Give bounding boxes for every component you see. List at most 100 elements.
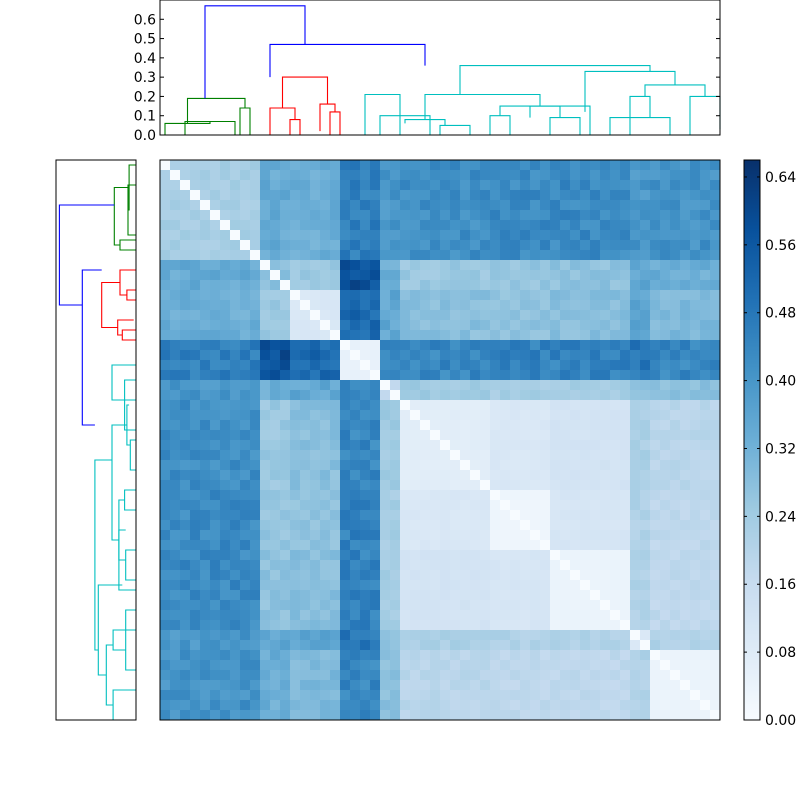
heatmap-cell xyxy=(170,430,181,441)
heatmap-cell xyxy=(310,430,321,441)
heatmap-cell xyxy=(460,540,471,551)
heatmap-cell xyxy=(280,480,291,491)
heatmap-cell xyxy=(350,250,361,261)
heatmap-cell xyxy=(370,290,381,301)
heatmap-cell xyxy=(550,550,561,561)
heatmap-cell xyxy=(290,450,301,461)
heatmap-cell xyxy=(440,240,451,251)
heatmap-cell xyxy=(710,310,721,321)
heatmap-cell xyxy=(310,310,321,321)
heatmap-cell xyxy=(310,450,321,461)
dendrogram-link xyxy=(119,239,136,251)
heatmap-cell xyxy=(490,400,501,411)
heatmap-cell xyxy=(200,520,211,531)
heatmap-cell xyxy=(690,480,701,491)
heatmap-cell xyxy=(200,560,211,571)
heatmap-cell xyxy=(410,300,421,311)
heatmap-cell xyxy=(470,520,481,531)
heatmap-cell xyxy=(250,170,261,181)
heatmap-cell xyxy=(670,540,681,551)
heatmap-cell xyxy=(370,170,381,181)
heatmap-cell xyxy=(650,200,661,211)
heatmap-cell xyxy=(200,580,211,591)
heatmap-cell xyxy=(220,290,231,301)
heatmap-cell xyxy=(270,320,281,331)
heatmap-cell xyxy=(320,500,331,511)
heatmap-cell xyxy=(190,430,201,441)
heatmap-cell xyxy=(250,660,261,671)
heatmap-cell xyxy=(200,510,211,521)
heatmap-cell xyxy=(700,550,711,561)
heatmap-cell xyxy=(200,470,211,481)
heatmap-cell xyxy=(580,430,591,441)
heatmap-cell xyxy=(290,340,301,351)
heatmap-cell xyxy=(530,480,541,491)
heatmap-cell xyxy=(640,250,651,261)
heatmap-cell xyxy=(670,290,681,301)
heatmap-cell xyxy=(490,340,501,351)
heatmap-cell xyxy=(330,540,341,551)
heatmap-cell xyxy=(350,500,361,511)
heatmap-cell xyxy=(620,290,631,301)
heatmap-cell xyxy=(310,180,321,191)
heatmap-cell xyxy=(700,200,711,211)
heatmap-cell xyxy=(260,270,271,281)
heatmap-cell xyxy=(360,540,371,551)
heatmap-cell xyxy=(160,370,171,381)
heatmap-cell xyxy=(540,220,551,231)
heatmap-cell xyxy=(680,590,691,601)
heatmap-cell xyxy=(560,210,571,221)
dendrogram-link xyxy=(459,65,651,95)
heatmap-cell xyxy=(470,280,481,291)
heatmap-cell xyxy=(440,490,451,501)
heatmap-cell xyxy=(200,460,211,471)
heatmap-cell xyxy=(530,550,541,561)
heatmap-cell xyxy=(430,180,441,191)
heatmap-cell xyxy=(530,580,541,591)
heatmap-cell xyxy=(170,170,181,181)
heatmap-cell xyxy=(230,570,241,581)
heatmap-cell xyxy=(290,370,301,381)
heatmap-cell xyxy=(370,700,381,711)
heatmap-cell xyxy=(220,200,231,211)
heatmap-cell xyxy=(540,300,551,311)
heatmap-cell xyxy=(250,510,261,521)
heatmap-cell xyxy=(220,580,231,591)
heatmap-cell xyxy=(210,420,221,431)
heatmap-cell xyxy=(380,690,391,701)
heatmap-cell xyxy=(400,550,411,561)
heatmap-cell xyxy=(660,570,671,581)
heatmap-cell xyxy=(460,680,471,691)
heatmap-cell xyxy=(280,670,291,681)
heatmap-cell xyxy=(340,340,351,351)
heatmap-cell xyxy=(500,240,511,251)
heatmap-cell xyxy=(220,190,231,201)
heatmap-cell xyxy=(200,350,211,361)
heatmap-cell xyxy=(300,460,311,471)
heatmap-cell xyxy=(270,300,281,311)
heatmap-cell xyxy=(480,700,491,711)
heatmap-cell xyxy=(230,240,241,251)
heatmap-cell xyxy=(710,400,721,411)
heatmap-cell xyxy=(710,300,721,311)
heatmap-cell xyxy=(640,360,651,371)
heatmap-cell xyxy=(290,230,301,241)
heatmap-cell xyxy=(590,380,601,391)
heatmap-cell xyxy=(710,670,721,681)
heatmap-cell xyxy=(480,210,491,221)
heatmap-cell xyxy=(450,320,461,331)
heatmap-cell xyxy=(590,370,601,381)
heatmap-cell xyxy=(380,410,391,421)
heatmap-cell xyxy=(240,400,251,411)
heatmap-cell xyxy=(330,200,341,211)
heatmap-cell xyxy=(300,450,311,461)
heatmap-cell xyxy=(290,240,301,251)
heatmap-cell xyxy=(300,610,311,621)
heatmap-cell xyxy=(490,580,501,591)
heatmap-cell xyxy=(250,670,261,681)
heatmap-cell xyxy=(160,570,171,581)
heatmap-cell xyxy=(210,450,221,461)
heatmap-cell xyxy=(380,480,391,491)
heatmap-cell xyxy=(260,640,271,651)
heatmap-cell xyxy=(700,620,711,631)
